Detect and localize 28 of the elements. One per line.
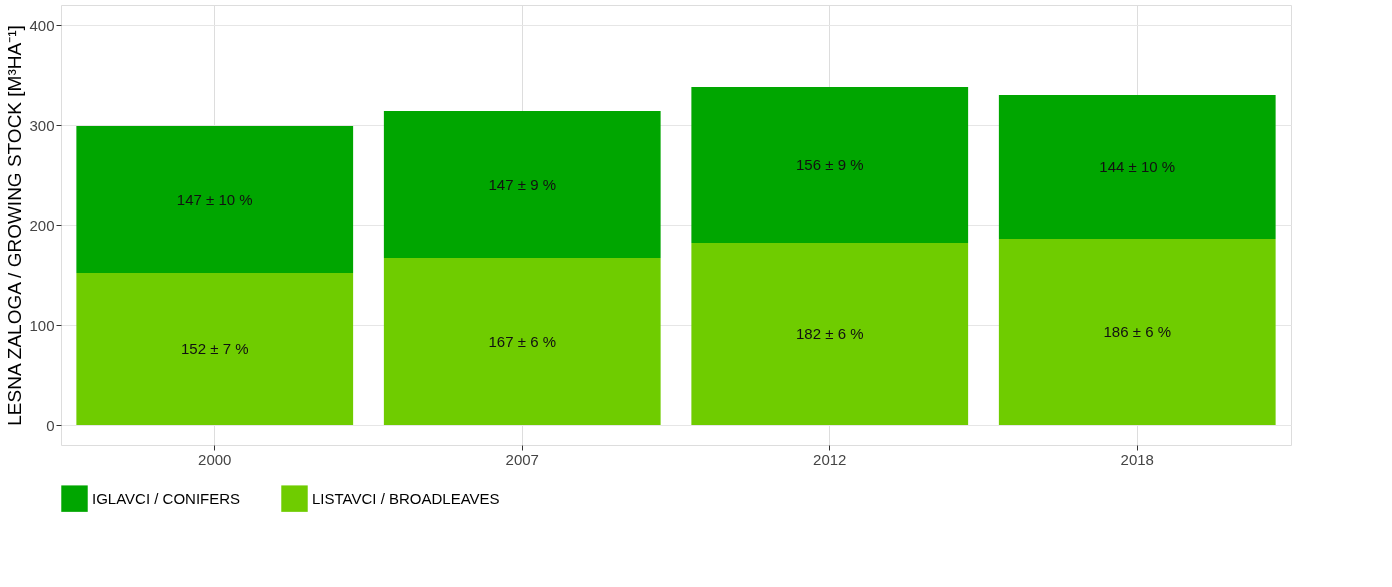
data-label: 144 ± 10 % [1099, 158, 1176, 175]
x-tick-label: 2000 [198, 450, 232, 468]
y-tick-label: 100 [29, 316, 55, 334]
bar [76, 126, 354, 273]
y-tick-label: 0 [46, 416, 55, 434]
data-label: 152 ± 7 % [181, 340, 249, 357]
bar [76, 273, 354, 425]
legend-label: LISTAVCI / BROADLEAVES [312, 489, 500, 507]
bar [691, 243, 969, 425]
data-label: 182 ± 6 % [796, 325, 864, 342]
legend-label: IGLAVCI / CONIFERS [92, 489, 241, 507]
y-tick-label: 200 [29, 216, 55, 234]
bar [998, 239, 1276, 425]
bar [998, 95, 1276, 239]
x-tick-label: 2007 [505, 450, 539, 468]
bar [383, 111, 661, 258]
x-tick-label: 2018 [1120, 450, 1154, 468]
y-axis-title: LESNA ZALOGA / GROWING STOCK [M³HA⁻¹] [4, 25, 26, 426]
data-label: 147 ± 9 % [488, 175, 556, 193]
data-label: 147 ± 10 % [176, 190, 253, 208]
bar [691, 87, 969, 243]
y-tick-label: 400 [29, 16, 55, 34]
x-tick-label: 2012 [813, 450, 847, 468]
bar [383, 258, 661, 425]
data-label: 186 ± 6 % [1103, 323, 1171, 340]
y-tick-label: 300 [29, 116, 55, 134]
data-label: 156 ± 9 % [796, 156, 864, 173]
data-label: 167 ± 6 % [488, 332, 556, 350]
